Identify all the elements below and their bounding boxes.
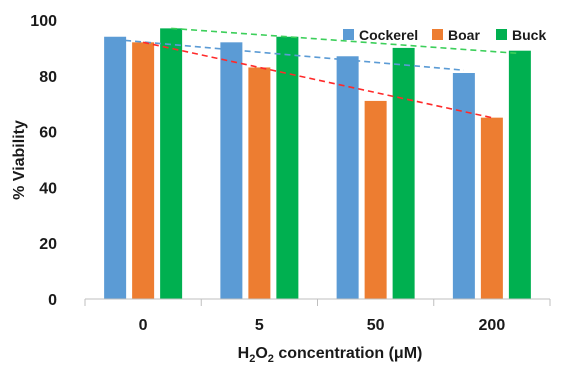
y-tick-label: 60 [39, 125, 57, 142]
trendline-cockerel [115, 38, 464, 72]
x-axis-title-pre: H [238, 345, 250, 362]
legend-label-cockerel: Cockerel [359, 27, 418, 43]
x-axis-title: H2O2 concentration (μM) [238, 345, 423, 365]
x-tick-label: 200 [479, 317, 506, 334]
y-axis-ticks: 0 20 40 60 80 100 [30, 13, 57, 309]
x-tick-label: 5 [255, 317, 264, 334]
trendline-boar [142, 41, 493, 119]
trendline-buck [171, 27, 520, 55]
bar-buck-200 [508, 50, 531, 299]
trendlines [115, 27, 520, 119]
legend-label-boar: Boar [448, 27, 480, 43]
bar-cockerel-50 [336, 56, 359, 299]
bar-buck-5 [276, 36, 299, 300]
bar-cockerel-200 [452, 73, 475, 299]
bars [104, 28, 531, 300]
y-tick-label: 100 [30, 13, 57, 30]
y-tick-label: 20 [39, 236, 57, 253]
bar-buck-0 [160, 28, 183, 300]
legend-swatch-boar [432, 29, 443, 40]
legend-label-buck: Buck [512, 27, 546, 43]
bar-cockerel-0 [104, 36, 127, 300]
x-axis-title-post: concentration (μM) [274, 345, 422, 362]
y-tick-label: 80 [39, 69, 57, 86]
x-tick-label: 50 [367, 317, 385, 334]
y-tick-label: 0 [48, 292, 57, 309]
x-tick-label: 0 [139, 317, 148, 334]
bar-boar-0 [132, 42, 155, 299]
bar-boar-50 [364, 100, 387, 299]
x-axis-title-mid: O [255, 345, 267, 362]
bar-cockerel-5 [220, 42, 243, 299]
bar-boar-200 [480, 117, 503, 300]
x-axis-ticks [84, 299, 551, 306]
legend: Cockerel Boar Buck [343, 27, 546, 43]
x-axis-tick-labels: 0 5 50 200 [139, 317, 506, 334]
x-axis-title-sub2: 2 [268, 353, 274, 365]
bar-boar-5 [248, 67, 271, 300]
bar-buck-50 [392, 47, 415, 300]
x-axis-title-sub1: 2 [249, 353, 255, 365]
y-tick-label: 40 [39, 180, 57, 197]
legend-swatch-cockerel [343, 29, 354, 40]
y-axis-title: % Viability [11, 120, 28, 200]
legend-swatch-buck [496, 29, 507, 40]
